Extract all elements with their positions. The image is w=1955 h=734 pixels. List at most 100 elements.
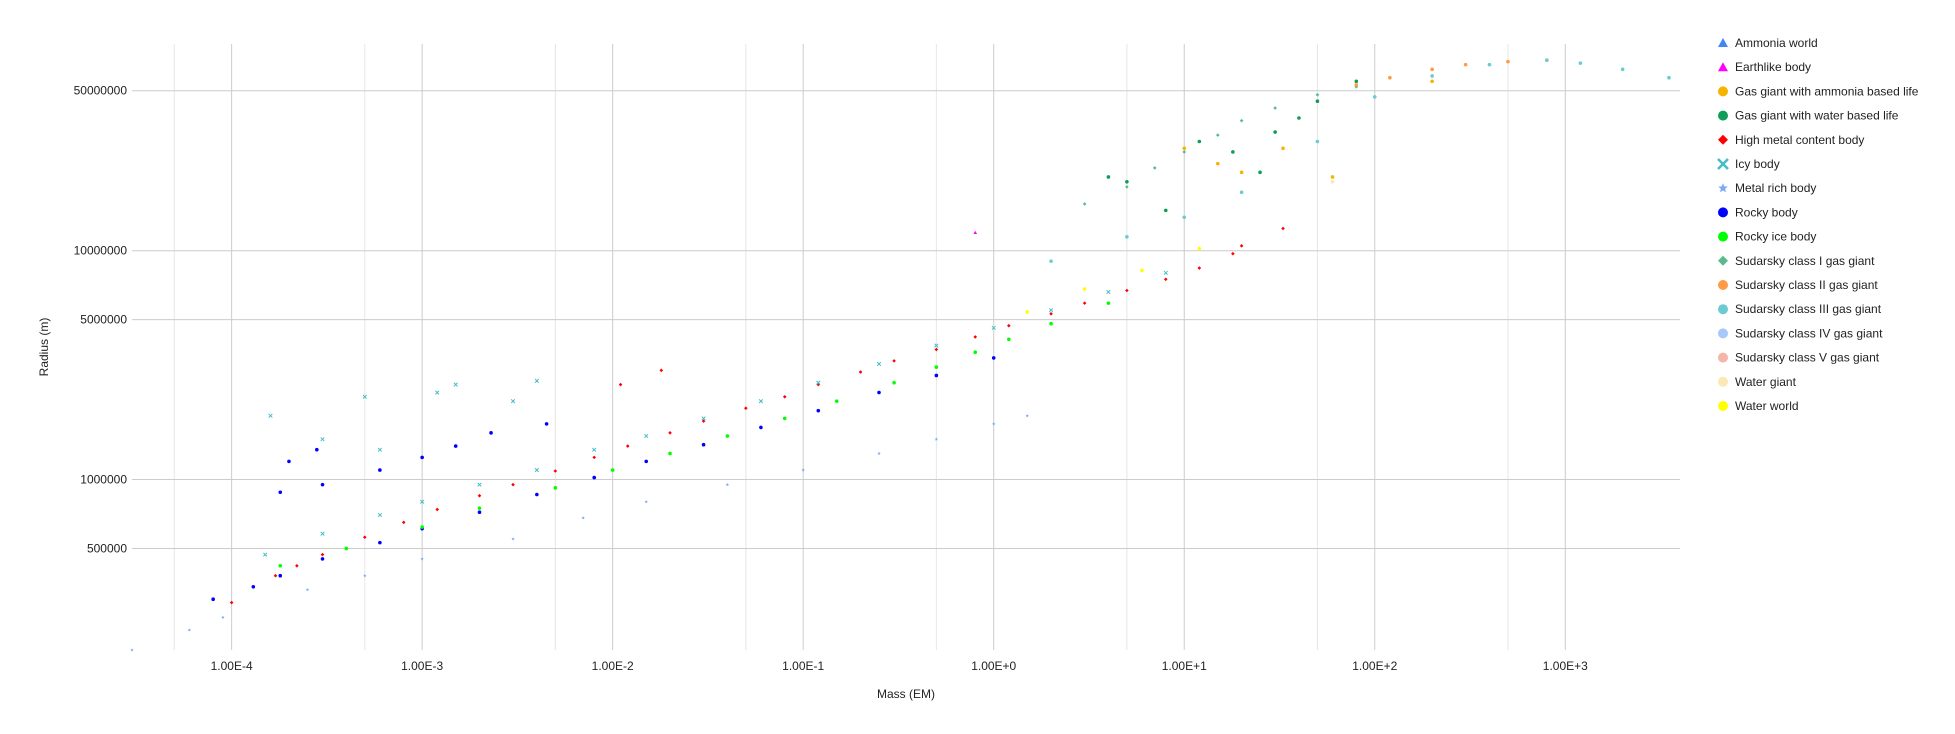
legend: Ammonia world Earthlike body Gas giant wit… — [1717, 36, 1919, 413]
data-point — [1281, 226, 1285, 231]
legend-marker-icon — [1718, 183, 1728, 193]
legend-item[interactable]: Gas giant with ammonia based life — [1718, 84, 1919, 98]
legend-item[interactable]: Rocky ice body — [1718, 230, 1816, 244]
data-point — [1140, 268, 1144, 273]
data-point — [973, 230, 978, 235]
legend-marker-icon — [1718, 207, 1728, 218]
grid — [132, 44, 1680, 650]
legend-item[interactable]: High metal content body — [1718, 133, 1864, 147]
data-point — [251, 584, 256, 589]
legend-marker-icon — [1718, 86, 1728, 97]
data-point — [435, 390, 440, 395]
legend-label: Rocky body — [1735, 205, 1798, 219]
data-point — [782, 394, 787, 399]
data-point — [1487, 62, 1492, 67]
data-point — [1007, 337, 1011, 342]
data-point — [187, 628, 192, 632]
data-point — [453, 444, 458, 448]
data-point — [1297, 116, 1301, 120]
data-point — [991, 325, 996, 331]
data-point — [816, 380, 821, 385]
data-point — [668, 451, 672, 456]
data-point — [1330, 179, 1335, 184]
data-point — [1025, 413, 1029, 418]
data-point — [320, 557, 325, 561]
y-tick-label: 10000000 — [74, 244, 128, 258]
data-point — [834, 399, 839, 403]
data-point — [510, 399, 516, 404]
data-point — [725, 434, 730, 438]
data-point — [221, 615, 225, 619]
data-point — [435, 507, 440, 512]
legend-item[interactable]: Icy body — [1717, 157, 1780, 171]
legend-item[interactable]: Sudarsky class IV gas giant — [1718, 326, 1883, 340]
data-point — [1182, 215, 1187, 220]
data-point — [934, 347, 939, 352]
x-tick-label: 1.00E-3 — [401, 659, 443, 673]
data-point — [816, 408, 821, 413]
data-point — [477, 493, 482, 498]
data-point — [1463, 62, 1468, 67]
legend-item[interactable]: Ammonia world — [1718, 36, 1818, 50]
data-point — [130, 648, 134, 652]
data-point — [1315, 139, 1320, 144]
legend-item[interactable]: Rocky body — [1718, 205, 1798, 219]
legend-item[interactable]: Water world — [1718, 399, 1799, 413]
legend-marker-icon — [1718, 280, 1728, 290]
data-point — [934, 365, 939, 369]
legend-item[interactable]: Water giant — [1718, 375, 1797, 389]
data-point — [1315, 99, 1320, 103]
legend-item[interactable]: Gas giant with water based life — [1718, 109, 1899, 123]
data-point — [229, 600, 234, 605]
data-point — [1239, 170, 1244, 175]
data-point — [668, 431, 672, 435]
legend-item[interactable]: Metal rich body — [1718, 181, 1816, 195]
series-icy-body — [263, 270, 1168, 557]
data-point — [1163, 208, 1168, 213]
legend-marker-icon — [1718, 376, 1728, 387]
data-point — [1545, 58, 1549, 62]
data-point — [489, 431, 493, 435]
data-point — [420, 557, 424, 561]
data-point — [876, 361, 882, 367]
legend-item[interactable]: Sudarsky class V gas giant — [1718, 351, 1880, 365]
data-point — [273, 573, 278, 578]
legend-marker-icon — [1718, 38, 1728, 47]
data-point — [534, 467, 540, 473]
data-point — [1197, 266, 1202, 270]
data-point — [973, 350, 978, 355]
data-point — [592, 475, 597, 480]
legend-item[interactable]: Sudarsky class III gas giant — [1718, 302, 1882, 316]
data-point — [892, 380, 896, 385]
data-point — [305, 587, 310, 592]
x-axis-title: Mass (EM) — [877, 687, 935, 701]
data-point — [701, 442, 706, 447]
data-point — [477, 510, 482, 515]
legend-label: Earthlike body — [1735, 60, 1811, 74]
legend-marker-icon — [1718, 401, 1728, 411]
data-point — [420, 525, 424, 529]
data-point — [992, 422, 996, 426]
data-point — [892, 359, 896, 363]
data-point — [1106, 289, 1111, 295]
legend-item[interactable]: Sudarsky class I gas giant — [1718, 254, 1875, 268]
data-point — [1239, 190, 1244, 195]
legend-item[interactable]: Sudarsky class II gas giant — [1718, 278, 1878, 292]
data-point — [1215, 133, 1220, 137]
x-tick-label: 1.00E+3 — [1543, 659, 1588, 673]
data-point — [1106, 301, 1111, 305]
data-point — [877, 451, 881, 455]
data-point — [315, 447, 319, 452]
data-point — [618, 382, 623, 387]
data-point — [991, 356, 996, 360]
y-tick-label: 1000000 — [80, 473, 127, 487]
legend-item[interactable]: Earthlike body — [1718, 60, 1811, 74]
data-point — [592, 447, 597, 452]
legend-label: Gas giant with ammonia based life — [1735, 84, 1919, 98]
data-point — [701, 419, 706, 423]
data-point — [1430, 67, 1434, 72]
data-point — [278, 573, 283, 578]
data-point — [973, 335, 978, 339]
y-axis-title: Radius (m) — [37, 318, 51, 377]
